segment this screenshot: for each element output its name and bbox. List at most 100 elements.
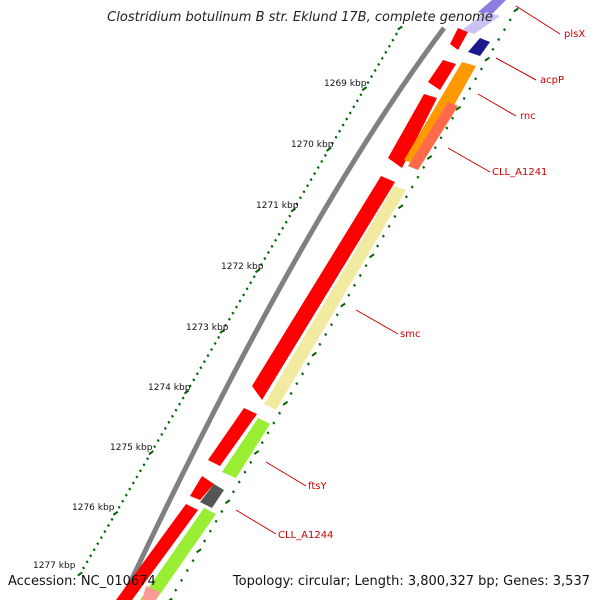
gene-label-smc: smc <box>400 329 420 340</box>
scale-tick <box>320 159 324 164</box>
scale-tick <box>502 28 506 32</box>
scale-tick <box>99 536 103 540</box>
scale-tick <box>195 372 199 376</box>
scale-tick <box>121 499 125 503</box>
scale-tick <box>153 445 157 449</box>
scale-tick <box>445 126 449 130</box>
forward-cds <box>450 28 468 50</box>
scale-tick <box>359 93 363 97</box>
scale-tick <box>263 256 267 261</box>
scale-tick <box>206 354 210 358</box>
scale-tick <box>373 68 377 73</box>
scale-tick <box>393 214 397 219</box>
scale-tick <box>214 519 218 523</box>
scale-tick <box>455 105 462 111</box>
reverse-strand-features <box>140 0 506 600</box>
gene-label-CLL_A1241: CLL_A1241 <box>492 167 547 178</box>
scale-tick <box>188 384 192 388</box>
scale-tick <box>96 542 100 546</box>
scale-tick <box>474 77 478 81</box>
scale-tick <box>324 332 328 337</box>
scale-tick <box>128 487 132 491</box>
scale-tick <box>243 470 247 474</box>
accession-text: Accession: NC_010674 <box>8 574 156 589</box>
scale-tick <box>366 81 370 85</box>
scale-tick <box>148 450 154 456</box>
gene-label-ftsY: ftsY <box>308 481 327 492</box>
scale-tick <box>163 426 167 430</box>
scale-tick <box>170 414 174 418</box>
genome-summary-text: Topology: circular; Length: 3,800,327 bp… <box>232 574 590 589</box>
scale-tick <box>318 342 322 346</box>
scale-tick <box>124 493 128 497</box>
kbp-tick-label: 1269 kbp <box>324 79 367 89</box>
forward-cds <box>252 176 395 400</box>
scale-tick <box>234 305 238 309</box>
scale-tick <box>278 411 282 415</box>
scale-tick <box>340 302 346 308</box>
gene-label-acpP: acpP <box>540 75 564 86</box>
scale-tick <box>394 32 398 36</box>
scale-tick <box>330 141 334 145</box>
scale-tick <box>168 597 173 600</box>
scale-tick <box>85 560 89 564</box>
scale-tick <box>364 264 368 268</box>
scale-tick <box>82 566 86 570</box>
kbp-tick-label: 1270 kbp <box>291 140 334 150</box>
kbp-tick-label: 1275 kbp <box>110 443 153 453</box>
scale-tick <box>358 273 362 278</box>
scale-tick <box>103 529 107 534</box>
scale-tick <box>231 490 235 494</box>
scale-tick <box>224 499 231 505</box>
scale-tick <box>387 44 391 48</box>
scale-tick <box>208 529 212 533</box>
gene-ftsY-feature <box>222 418 270 478</box>
gene-plsX-feature-light <box>462 12 500 34</box>
scale-tick <box>199 366 203 370</box>
gene-labels: plsX acpP rnc CLL_A1241 smc ftsY CLL_A12… <box>278 29 585 541</box>
scale-tick <box>110 517 114 521</box>
scale-tick <box>77 571 83 577</box>
scale-tick <box>377 62 381 66</box>
scale-tick <box>326 146 332 152</box>
scale-tick <box>329 323 333 327</box>
scale-tick <box>484 56 490 62</box>
scale-tick <box>289 391 293 396</box>
scale-tick <box>131 481 135 485</box>
scale-tick <box>224 323 228 327</box>
scale-tick <box>277 232 281 236</box>
inner-tick-layer <box>168 7 519 600</box>
scale-tick <box>174 588 178 592</box>
scale-tick <box>156 438 160 443</box>
scale-tick <box>313 172 317 176</box>
scale-tick <box>203 539 207 543</box>
scale-tick <box>295 202 299 206</box>
kbp-tick-label: 1276 kbp <box>72 503 115 513</box>
scale-tick <box>245 287 249 291</box>
scale-tick <box>491 47 495 51</box>
scale-tick <box>290 207 297 213</box>
scale-tick <box>353 283 357 287</box>
gene-label-rnc: rnc <box>520 111 536 122</box>
scale-tick <box>274 238 278 242</box>
scale-tick <box>341 123 345 127</box>
scale-tick <box>410 185 414 189</box>
scale-tick <box>422 165 426 169</box>
scale-tick <box>191 559 195 563</box>
map-title: Clostridium botulinum B str. Eklund 17B,… <box>107 10 493 25</box>
scale-tick <box>281 226 285 230</box>
scale-tick <box>185 568 189 573</box>
scale-tick <box>210 347 214 352</box>
scale-tick <box>391 38 395 42</box>
scale-tick <box>338 129 342 133</box>
kbp-tick-label: 1273 kbp <box>186 323 229 333</box>
forward-cds <box>208 408 257 466</box>
scale-tick <box>513 7 519 13</box>
scale-tick <box>146 457 150 461</box>
gene-rnc-feature <box>404 62 476 166</box>
scale-tick <box>387 224 391 228</box>
scale-tick <box>369 253 375 259</box>
forward-cds <box>116 504 198 600</box>
scale-tick <box>323 153 327 157</box>
scale-tick <box>217 335 221 339</box>
